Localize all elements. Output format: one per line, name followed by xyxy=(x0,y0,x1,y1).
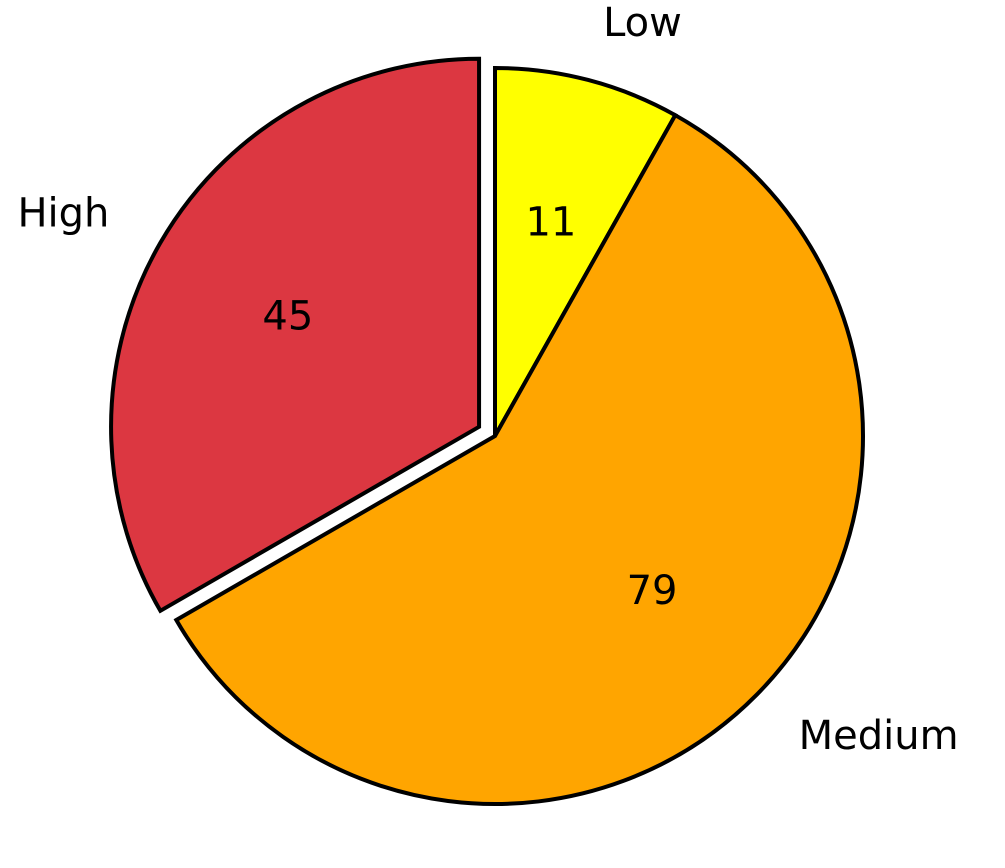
slice-low xyxy=(493,65,679,444)
category-label-high: High xyxy=(17,190,109,236)
pie-category-labels: Low Medium High xyxy=(17,0,958,759)
category-label-medium: Medium xyxy=(799,713,959,759)
value-label-low: 11 xyxy=(525,199,576,245)
value-label-high: 45 xyxy=(262,293,313,339)
category-label-low: Low xyxy=(603,0,682,46)
slice-medium xyxy=(173,112,865,806)
slice-high xyxy=(109,56,482,614)
pie-value-labels: 11 79 45 xyxy=(262,199,677,614)
value-label-medium: 79 xyxy=(627,568,678,614)
pie-slices xyxy=(109,56,865,806)
